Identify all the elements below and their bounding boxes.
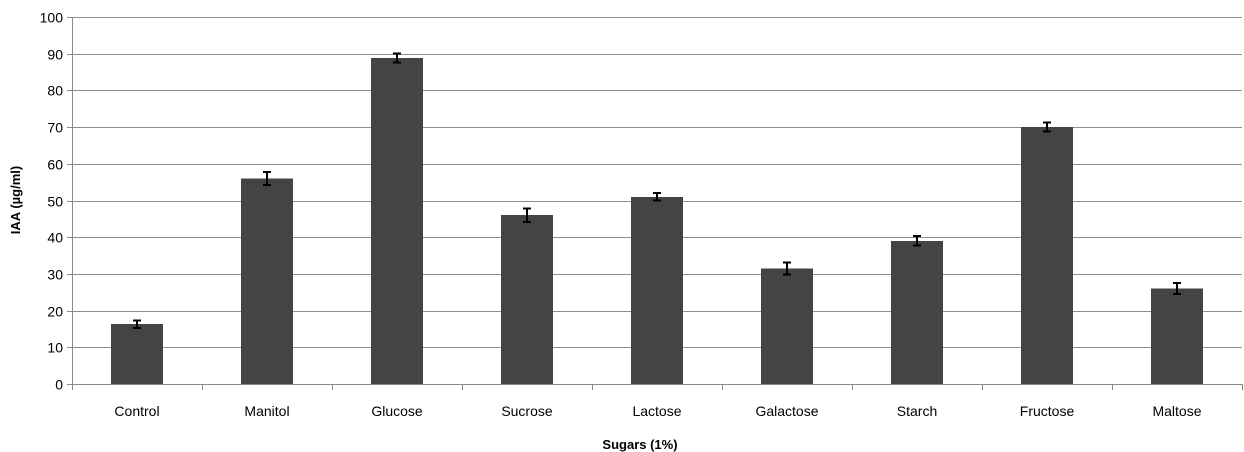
error-bar-starch [913,235,921,247]
error-bar-fructose [1043,121,1051,133]
bars [111,58,1203,384]
y-tick-label: 70 [47,120,63,136]
y-tick-label: 20 [47,304,63,320]
y-tick-label: 50 [47,194,63,210]
bar-lactose [631,196,683,384]
error-bar-sucrose [523,207,531,223]
error-bar-control [133,319,141,329]
y-tick-label: 10 [47,340,63,356]
y-tick-label: 90 [47,47,63,63]
x-tick-labels: Control Manitol Glucose Sucrose Lactose Galac… [114,403,1201,419]
x-tick-label: Galactose [755,403,818,419]
bar-sucrose [501,215,553,384]
x-tick-label: Fructose [1020,403,1075,419]
x-tick-label: Lactose [632,403,681,419]
x-axis-title: Sugars (1%) [602,437,677,452]
error-bar-galactose [783,261,791,276]
x-tick-label: Sucrose [501,403,553,419]
y-tick-label: 80 [47,83,63,99]
x-tick-label: Maltose [1152,403,1201,419]
bar-manitol [241,178,293,384]
y-tick-labels: 0 10 20 30 40 50 60 70 80 90 100 [40,10,64,393]
bar-starch [891,240,943,384]
error-bar-manitol [263,170,271,187]
bar-glucose [371,58,423,384]
y-tick-label: 40 [47,230,63,246]
x-tick-label: Glucose [371,403,423,419]
bar-maltose [1151,288,1203,384]
error-bars [133,52,1181,329]
error-bar-maltose [1173,282,1181,296]
bar-fructose [1021,127,1073,384]
bar-galactose [761,268,813,384]
x-tick-label: Starch [897,403,937,419]
bar-control [111,324,163,384]
y-tick-label: 100 [40,10,64,26]
error-bar-glucose [393,52,401,64]
y-tick-label: 0 [55,377,63,393]
axes [67,17,1243,390]
error-bar-lactose [653,192,661,202]
x-tick-label: Control [114,403,159,419]
y-axis-title: IAA (µg/ml) [8,166,23,234]
y-tick-label: 60 [47,157,63,173]
y-tick-label: 30 [47,267,63,283]
x-tick-label: Manitol [244,403,289,419]
